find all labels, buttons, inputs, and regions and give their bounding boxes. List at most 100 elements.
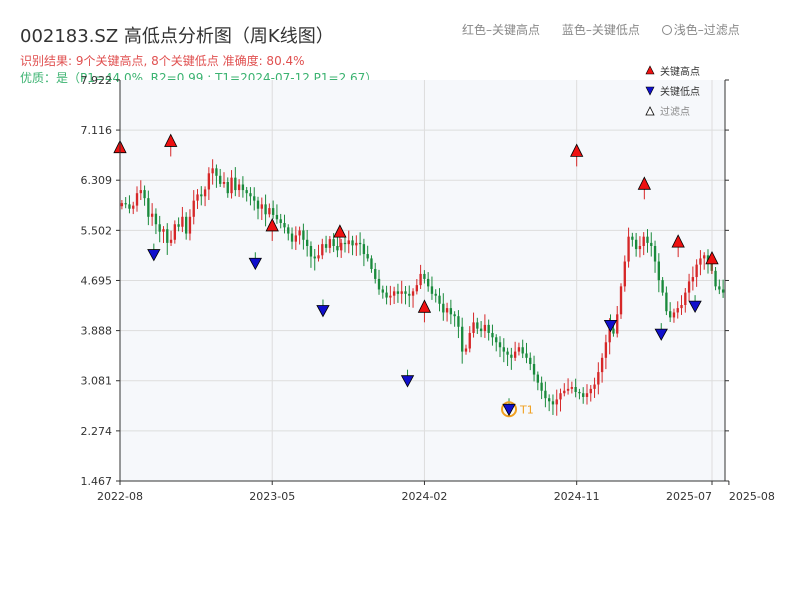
key-low-marker (688, 300, 702, 313)
candle-body (215, 168, 218, 176)
candle-body (305, 239, 309, 246)
y-tick-label: 4.695 (81, 274, 113, 287)
candle-body (589, 388, 592, 394)
candle-body (230, 177, 233, 194)
candle-body (525, 353, 528, 358)
candle-body (260, 204, 263, 209)
legend-filtered: 过滤点 (660, 105, 690, 118)
candle-body (657, 261, 661, 281)
candle-body (362, 244, 366, 255)
x-tick-label: 2022-08 (97, 490, 143, 503)
candle-body (426, 278, 430, 287)
candle-body (566, 388, 570, 391)
candle-body (389, 295, 392, 298)
candle-body (570, 387, 574, 389)
y-tick-label: 3.888 (81, 325, 113, 338)
candle-body (559, 393, 562, 400)
candle-body (408, 293, 411, 296)
candle-body (461, 326, 464, 352)
key-high-marker (164, 133, 178, 147)
candle-body (184, 216, 188, 234)
candle-body (192, 200, 195, 217)
candle-body (442, 303, 445, 313)
candle-body (128, 204, 131, 209)
candle-body (680, 305, 683, 309)
candle-body (495, 337, 498, 343)
candle-body (642, 236, 645, 246)
filtered-icon (645, 106, 655, 116)
legend-key-low: 关键低点 (660, 85, 700, 98)
candle-body (290, 233, 294, 242)
candle-body (616, 314, 619, 334)
candle-body (555, 399, 558, 405)
candle-body (718, 286, 721, 290)
candle-body (597, 372, 600, 385)
key-low-marker (654, 328, 668, 341)
legend-key-high-text: 红色–关键高点 (462, 23, 541, 37)
candle-body (661, 280, 664, 293)
candle-body (532, 364, 536, 375)
candle-body (302, 230, 305, 240)
candle-body (600, 357, 604, 373)
candle-body (578, 391, 581, 394)
candle-body (177, 224, 180, 227)
candle-body (343, 242, 347, 245)
candle-body (498, 342, 502, 348)
candle-body (169, 239, 173, 243)
candle-body (241, 184, 245, 191)
candle-body (173, 224, 177, 240)
candle-body (695, 264, 698, 278)
candle-body (551, 401, 555, 405)
candle-body (264, 204, 267, 215)
candle-body (166, 229, 169, 243)
candle-body (604, 342, 608, 358)
candle-body (132, 205, 135, 209)
candle-body (502, 347, 505, 352)
candle-body (150, 213, 154, 217)
candle-body (287, 227, 290, 234)
candle-body (404, 291, 407, 294)
candle-body (139, 190, 142, 194)
candle-body (483, 324, 487, 332)
candle-body (506, 351, 509, 355)
candle-body (472, 322, 475, 333)
y-tick-label: 5.502 (81, 224, 113, 237)
candle-body (608, 328, 611, 343)
x-tick-label: 2025-08 (729, 490, 775, 503)
candle-body (124, 203, 127, 205)
candle-body (468, 332, 471, 349)
candle-body (374, 268, 377, 279)
legend-filtered-text: 浅色–过滤点 (661, 23, 740, 37)
key-low-marker (316, 305, 330, 318)
candle-body (415, 285, 419, 292)
candle-body (699, 258, 702, 265)
candle-body (668, 311, 672, 318)
candle-body (222, 182, 226, 184)
candle-body (271, 208, 275, 215)
key-low-marker (502, 403, 516, 417)
candle-body (400, 291, 403, 294)
key-high-marker (333, 224, 347, 238)
candle-body (536, 374, 540, 383)
candle-body (438, 295, 441, 304)
top-legend: 红色–关键高点 蓝色–关键低点 浅色–过滤点 (462, 21, 758, 38)
candle-body (313, 256, 316, 259)
x-tick-label: 2025-07 (666, 490, 712, 503)
t1-circle (501, 401, 518, 418)
key-high-marker (637, 176, 651, 190)
y-tick-label: 7.116 (81, 124, 113, 137)
y-tick-label: 3.081 (81, 375, 113, 388)
candle-body (253, 196, 256, 201)
y-tick-label: 1.467 (81, 475, 113, 488)
candle-body (219, 175, 222, 184)
key-high-marker (570, 143, 584, 157)
candle-body (203, 189, 207, 197)
candle-body (385, 292, 388, 298)
candle-body (445, 308, 449, 313)
key-high-marker (417, 299, 432, 313)
candle-body (631, 236, 634, 240)
candle-body (623, 261, 626, 287)
candle-body (491, 332, 494, 338)
candle-body (147, 198, 150, 217)
